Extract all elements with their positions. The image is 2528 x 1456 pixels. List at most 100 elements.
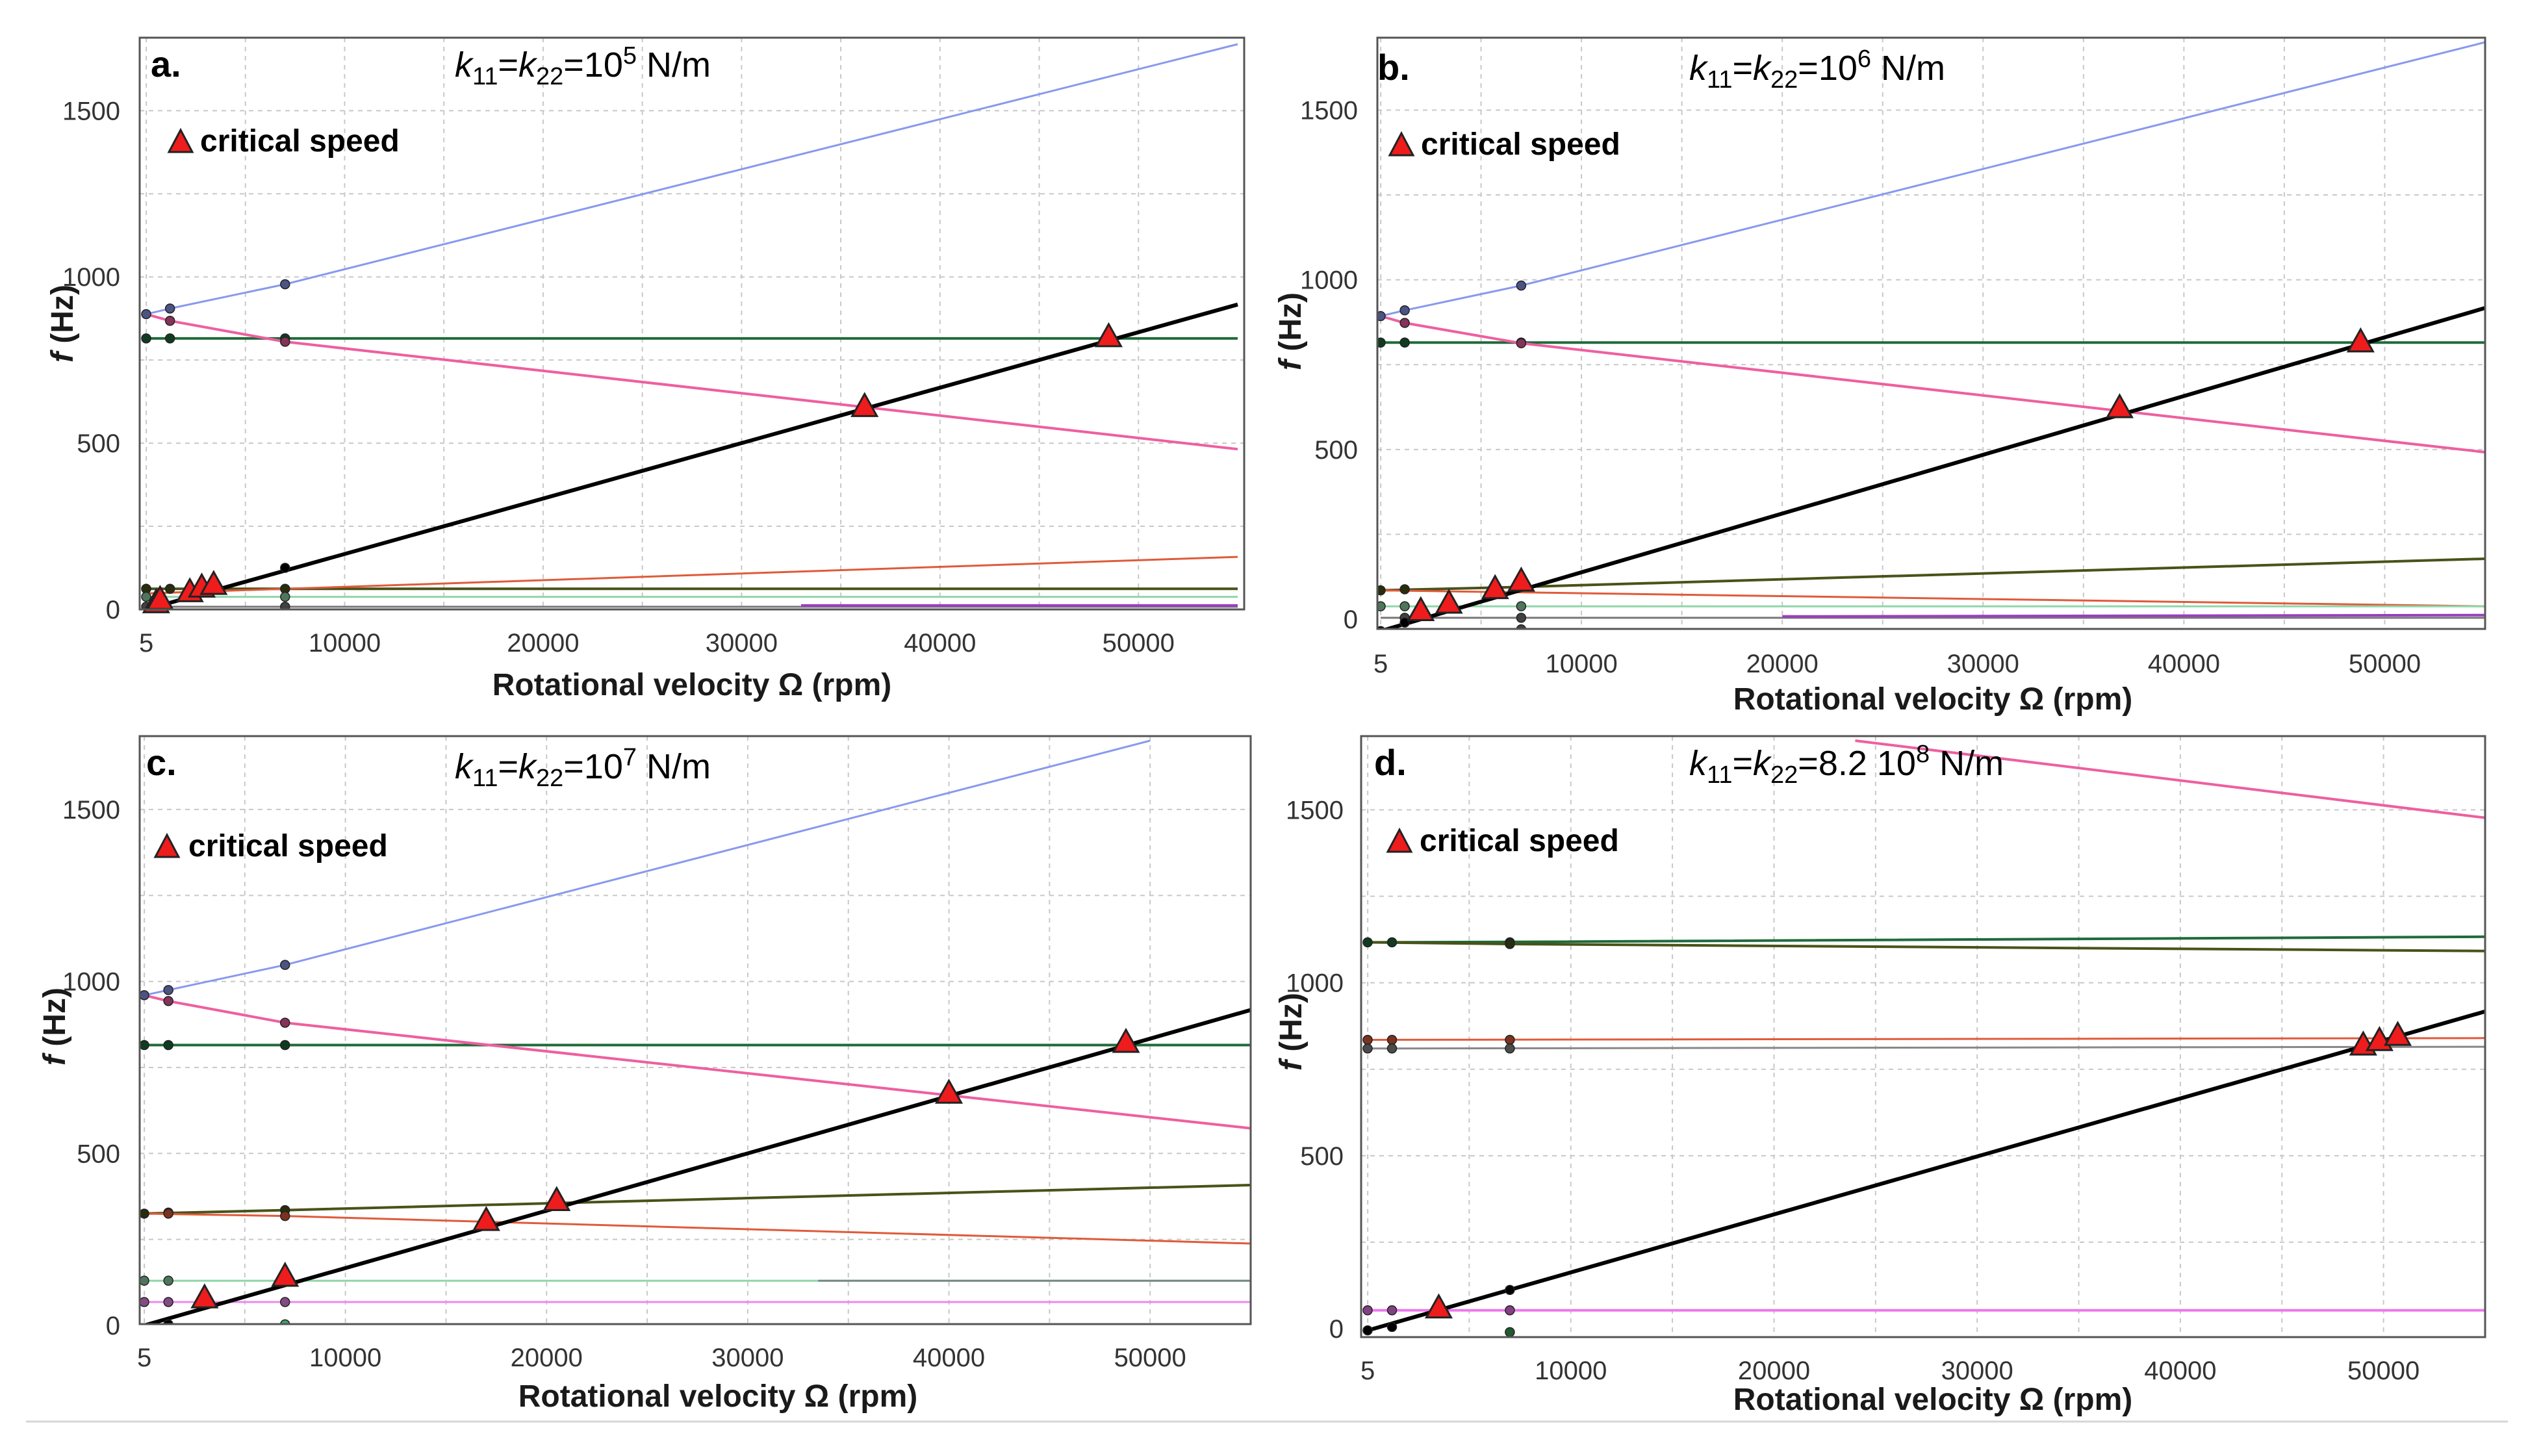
title-k2: k [1753, 744, 1772, 783]
x-tick-label: 10000 [1545, 650, 1617, 678]
y-axis-label: f (Hz) [1274, 993, 1309, 1071]
mode-point [1505, 1327, 1515, 1337]
plot-area [1361, 736, 2485, 1337]
mode-point [1377, 585, 1386, 596]
mode-point [280, 337, 290, 347]
x-tick-label: 30000 [711, 1344, 784, 1372]
mode-point [1505, 1305, 1515, 1316]
y-tick-label: 0 [1329, 1315, 1344, 1344]
x-tick-label: 20000 [507, 629, 579, 658]
title-unit: N/m [637, 747, 711, 786]
x-tick-labels: 5 10000 20000 30000 40000 50000 [139, 629, 1175, 658]
y-axis-label-var: f [38, 1053, 72, 1066]
mode-point [279, 1017, 290, 1028]
x-tick-labels: 5 10000 20000 30000 40000 50000 [1373, 650, 2421, 678]
critical-speed-marker [190, 1283, 219, 1309]
critical-speed-marker [1112, 1027, 1140, 1053]
mode-point [280, 591, 290, 602]
mode-point [1386, 937, 1398, 948]
y-tick-labels: 0 500 1000 1500 [62, 796, 120, 1340]
title-sub2: 22 [536, 63, 563, 90]
y-axis-label-var: f [1274, 1058, 1309, 1071]
plot-area [1377, 38, 2485, 629]
mode-point [1386, 1034, 1398, 1045]
critical-speed-marker [850, 392, 879, 417]
legend-label: critical speed [1420, 824, 1619, 858]
mode-point [163, 1275, 173, 1286]
title-val: =10 [1798, 49, 1858, 88]
y-axis-label-unit: (Hz) [38, 988, 72, 1055]
mode-point [141, 333, 151, 344]
mode-point [163, 985, 173, 995]
legend-label: critical speed [1421, 127, 1620, 162]
y-tick-label: 500 [1314, 436, 1358, 465]
mode-point [164, 303, 175, 314]
mode-point [279, 1210, 290, 1221]
x-tick-label: 40000 [904, 629, 976, 658]
title-unit: N/m [637, 45, 711, 84]
mode-point [140, 990, 149, 1001]
critical-speed-marker [2346, 327, 2375, 353]
y-tick-label: 500 [77, 429, 120, 458]
mode-point [1505, 1284, 1515, 1296]
critical-speed-marker [1407, 596, 1435, 622]
series-excitation-1x [1367, 1009, 2485, 1333]
title-sub1: 11 [1707, 66, 1732, 94]
series-excitation-1x [146, 302, 1238, 609]
series-mode-gray [1367, 1045, 2485, 1050]
mode-point [280, 563, 290, 573]
mode-point [1399, 318, 1410, 328]
series-mode-pink [1380, 314, 2485, 453]
x-tick-label: 5 [139, 629, 153, 658]
series-excitation-1x [1381, 306, 2485, 629]
title-exp: 8 [1916, 741, 1930, 768]
title-eq: = [498, 747, 518, 786]
y-tick-label: 1500 [1300, 96, 1358, 125]
mode-point [163, 1297, 173, 1307]
series-mode-blue [146, 43, 1238, 316]
mode-point [1377, 337, 1386, 348]
mode-point [1362, 1043, 1373, 1054]
plot-frame [1360, 735, 2486, 1338]
x-tick-labels: 5 10000 20000 30000 40000 50000 [137, 1344, 1186, 1372]
mode-point [1362, 1325, 1373, 1336]
critical-speed-marker [472, 1206, 500, 1231]
mode-point [279, 960, 290, 970]
title-sub1: 11 [472, 63, 498, 90]
x-axis-label: Rotational velocity Ω (rpm) [1733, 1383, 2133, 1417]
title-k: k [455, 747, 474, 786]
critical-speed-marker [1507, 567, 1535, 592]
plot-frame [138, 36, 1245, 611]
mode-point [164, 316, 175, 326]
title-k2: k [1753, 49, 1772, 88]
mode-point [279, 1040, 290, 1051]
title-eq: = [1732, 49, 1753, 88]
mode-point [163, 1208, 173, 1219]
mode-markers [1377, 280, 1527, 629]
series-lines [144, 739, 1251, 1324]
mode-point [1516, 601, 1527, 611]
title-unit: N/m [1930, 744, 2004, 783]
y-axis-label: f (Hz) [1273, 292, 1308, 370]
series-mode-pink [1855, 739, 2485, 819]
critical-speed-marker [2383, 1021, 2412, 1046]
y-tick-labels: 0 500 1000 1500 [1286, 796, 1344, 1344]
x-tick-label: 20000 [1746, 650, 1819, 678]
mode-markers [140, 960, 290, 1324]
y-tick-label: 0 [1344, 606, 1358, 634]
critical-speed-marker [2105, 393, 2134, 418]
x-tick-label: 20000 [1738, 1357, 1810, 1385]
gridlines [140, 38, 1244, 609]
title-k: k [455, 45, 474, 84]
mode-point [1362, 1305, 1373, 1316]
y-axis-label-var: f [45, 350, 80, 363]
mode-point [1362, 1034, 1373, 1045]
y-tick-labels: 0 500 1000 1500 [1300, 96, 1358, 634]
critical-speed-markers [190, 1027, 1140, 1309]
mode-markers [1362, 937, 1515, 1337]
mode-point [1399, 601, 1410, 611]
title-k: k [1689, 49, 1709, 88]
mode-markers [141, 279, 290, 609]
mode-point [140, 1040, 149, 1051]
